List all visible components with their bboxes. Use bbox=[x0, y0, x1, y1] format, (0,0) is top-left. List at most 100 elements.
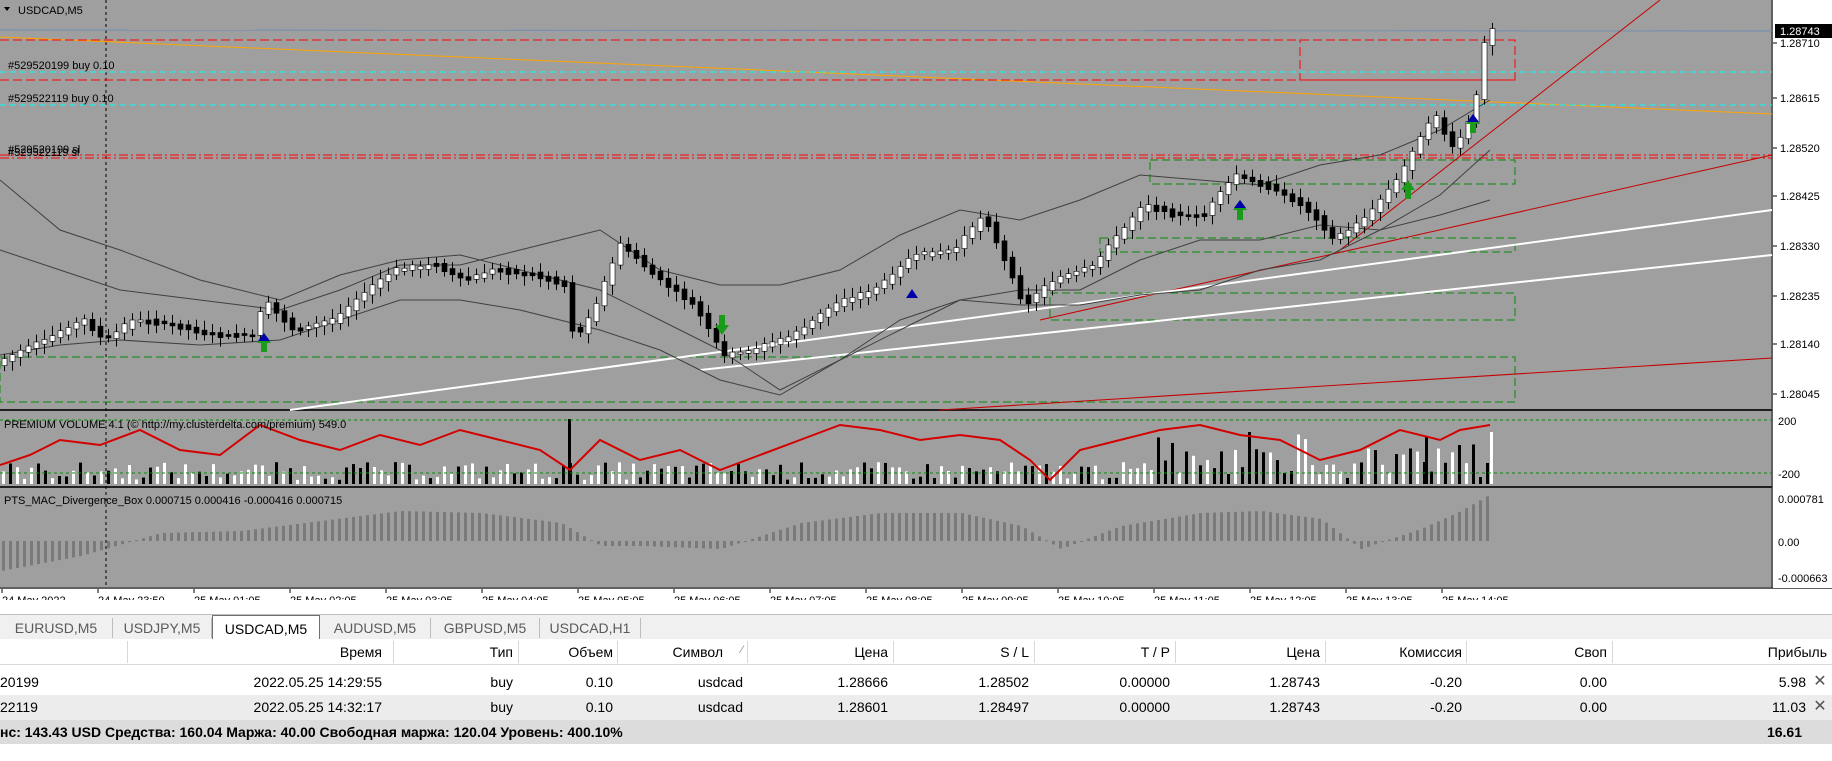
cell-profit: 5.98 bbox=[1778, 674, 1806, 690]
tab-eurusd-m5[interactable]: EURUSD,M5 bbox=[0, 618, 113, 638]
col-swap[interactable]: Своп bbox=[1574, 644, 1607, 660]
col-time[interactable]: Время bbox=[339, 644, 382, 660]
time-tick-label: 25 May 12:05 bbox=[1250, 595, 1317, 600]
volume-histogram bbox=[2, 419, 1493, 484]
cell-profit: 11.03 bbox=[1772, 699, 1806, 715]
col-current-price[interactable]: Цена bbox=[1286, 644, 1320, 660]
price-scale[interactable]: 1.28710 1.28615 1.28520 1.28425 1.28330 1.282… bbox=[1773, 38, 1820, 401]
indicator-volume-title: PREMIUM VOLUME 4.1 (© http://my.clusterd… bbox=[4, 419, 346, 431]
sell-arrow-icon bbox=[715, 315, 729, 335]
cell-sl[interactable]: 1.28497 bbox=[978, 699, 1029, 715]
time-tick-label: 25 May 02:05 bbox=[290, 595, 357, 600]
cell-price: 1.28601 bbox=[837, 699, 888, 715]
macd-scale-bottom: -0.000663 bbox=[1778, 573, 1828, 585]
account-summary-text: нс: 143.43 USD Средства: 160.04 Маржа: 4… bbox=[0, 724, 623, 740]
order-id: 20199 bbox=[0, 674, 39, 690]
sl-label-2: #529522119 sl bbox=[8, 147, 79, 159]
cell-time: 2022.05.25 14:29:55 bbox=[253, 674, 382, 690]
close-icon[interactable]: ✕ bbox=[1813, 698, 1827, 715]
indicator-macd-title: PTS_MAC_Divergence_Box 0.000715 0.000416… bbox=[4, 495, 342, 507]
col-profit[interactable]: Прибыль bbox=[1767, 644, 1827, 660]
price-tick-label: 1.28520 bbox=[1780, 143, 1820, 155]
account-summary: нс: 143.43 USD Средства: 160.04 Маржа: 4… bbox=[0, 720, 1832, 744]
buy-arrow-icon bbox=[1401, 180, 1415, 199]
trade-terminal: Время Тип Объем Символ ⁄ Цена S / L T / … bbox=[0, 639, 1832, 761]
time-tick-label: 25 May 14:05 bbox=[1442, 595, 1509, 600]
cell-tp[interactable]: 0.00000 bbox=[1119, 674, 1170, 690]
col-type[interactable]: Тип bbox=[489, 644, 513, 660]
cell-sl[interactable]: 1.28502 bbox=[978, 674, 1029, 690]
price-tick-label: 1.28425 bbox=[1780, 191, 1820, 203]
cell-price: 1.28666 bbox=[837, 674, 888, 690]
col-sl[interactable]: S / L bbox=[1000, 644, 1029, 660]
sl-label-1: #529520199 sl bbox=[8, 144, 80, 156]
symbol-tabs: EURUSD,M5 USDJPY,M5 USDCAD,M5 AUDUSD,M5 … bbox=[0, 614, 1832, 641]
cell-swap: 0.00 bbox=[1579, 699, 1607, 715]
col-price[interactable]: Цена bbox=[854, 644, 888, 660]
volume-scale-top: 200 bbox=[1778, 416, 1796, 428]
tab-usdcad-m5[interactable]: USDCAD,M5 bbox=[212, 615, 320, 641]
cell-symbol: usdcad bbox=[697, 699, 743, 715]
time-tick-label: 25 May 11:05 bbox=[1154, 595, 1220, 600]
col-commission[interactable]: Комиссия bbox=[1399, 644, 1462, 660]
macd-scale-top: 0.000781 bbox=[1778, 494, 1824, 506]
sort-icon[interactable]: ⁄ bbox=[741, 644, 743, 656]
tab-usdcad-h1[interactable]: USDCAD,H1 bbox=[540, 618, 641, 638]
price-tick-label: 1.28615 bbox=[1780, 93, 1820, 105]
time-scale[interactable]: 24 May 2022 24 May 23:50 25 May 01:05 25 Ma… bbox=[1, 589, 1509, 600]
time-tick-label: 25 May 03:05 bbox=[386, 595, 453, 600]
white-trend-line-2[interactable] bbox=[699, 254, 1773, 371]
current-price-label: 1.28743 bbox=[1780, 26, 1820, 38]
tab-audusd-m5[interactable]: AUDUSD,M5 bbox=[320, 618, 431, 638]
order-label-2: #529522119 buy 0.10 bbox=[8, 93, 114, 105]
cell-type: buy bbox=[490, 699, 513, 715]
price-tick-label: 1.28235 bbox=[1780, 291, 1820, 303]
time-tick-label: 24 May 2022 bbox=[2, 595, 66, 600]
buy-arrow-icon bbox=[1466, 114, 1480, 133]
table-header: Время Тип Объем Символ ⁄ Цена S / L T / … bbox=[0, 639, 1832, 665]
cell-tp[interactable]: 0.00000 bbox=[1119, 699, 1170, 715]
table-row[interactable]: 20199 2022.05.25 14:29:55 buy 0.10 usdca… bbox=[0, 670, 1832, 695]
cell-volume: 0.10 bbox=[585, 699, 613, 715]
chart-symbol-title: USDCAD,M5 bbox=[18, 5, 83, 17]
price-tick-label: 1.28045 bbox=[1780, 389, 1820, 401]
price-tick-label: 1.28710 bbox=[1780, 38, 1820, 50]
order-id: 22119 bbox=[0, 699, 38, 715]
cell-type: buy bbox=[490, 674, 513, 690]
cell-swap: 0.00 bbox=[1579, 674, 1607, 690]
macd-scale-mid: 0.00 bbox=[1778, 537, 1799, 549]
cell-commission: -0.20 bbox=[1430, 699, 1462, 715]
cell-time: 2022.05.25 14:32:17 bbox=[253, 699, 382, 715]
buy-arrow-icon bbox=[906, 289, 918, 298]
time-tick-label: 25 May 01:05 bbox=[194, 595, 261, 600]
buy-arrow-icon bbox=[1233, 200, 1247, 220]
cell-current-price: 1.28743 bbox=[1269, 674, 1320, 690]
price-chart[interactable]: USDCAD,M5 #529520199 buy 0.10 #529522119… bbox=[0, 0, 1832, 600]
time-tick-label: 25 May 08:05 bbox=[866, 595, 933, 600]
chart-area[interactable]: USDCAD,M5 #529520199 buy 0.10 #529522119… bbox=[0, 0, 1832, 600]
cell-commission: -0.20 bbox=[1430, 674, 1462, 690]
tab-usdjpy-m5[interactable]: USDJPY,M5 bbox=[113, 618, 212, 638]
price-tick-label: 1.28330 bbox=[1780, 241, 1820, 253]
time-tick-label: 25 May 05:05 bbox=[578, 595, 645, 600]
cell-symbol: usdcad bbox=[697, 674, 743, 690]
order-label-1: #529520199 buy 0.10 bbox=[8, 60, 114, 72]
col-tp[interactable]: T / P bbox=[1140, 644, 1170, 660]
price-tick-label: 1.28140 bbox=[1780, 339, 1820, 351]
total-profit: 16.61 bbox=[1766, 724, 1802, 740]
white-trend-line-1[interactable] bbox=[289, 209, 1773, 411]
time-tick-label: 25 May 04:05 bbox=[482, 595, 549, 600]
cell-volume: 0.10 bbox=[585, 674, 613, 690]
volume-line bbox=[0, 423, 1491, 482]
col-volume[interactable]: Объем bbox=[568, 644, 613, 660]
close-icon[interactable]: ✕ bbox=[1813, 673, 1827, 690]
time-tick-label: 25 May 07:05 bbox=[770, 595, 837, 600]
col-symbol[interactable]: Символ bbox=[672, 644, 723, 660]
chevron-down-icon[interactable] bbox=[4, 7, 10, 11]
time-tick-label: 24 May 23:50 bbox=[98, 595, 165, 600]
time-tick-label: 25 May 06:05 bbox=[674, 595, 741, 600]
tab-gbpusd-m5[interactable]: GBPUSD,M5 bbox=[431, 618, 540, 638]
time-tick-label: 25 May 13:05 bbox=[1346, 595, 1413, 600]
buy-arrow-icon bbox=[257, 333, 271, 352]
table-row[interactable]: 22119 2022.05.25 14:32:17 buy 0.10 usdca… bbox=[0, 695, 1832, 720]
